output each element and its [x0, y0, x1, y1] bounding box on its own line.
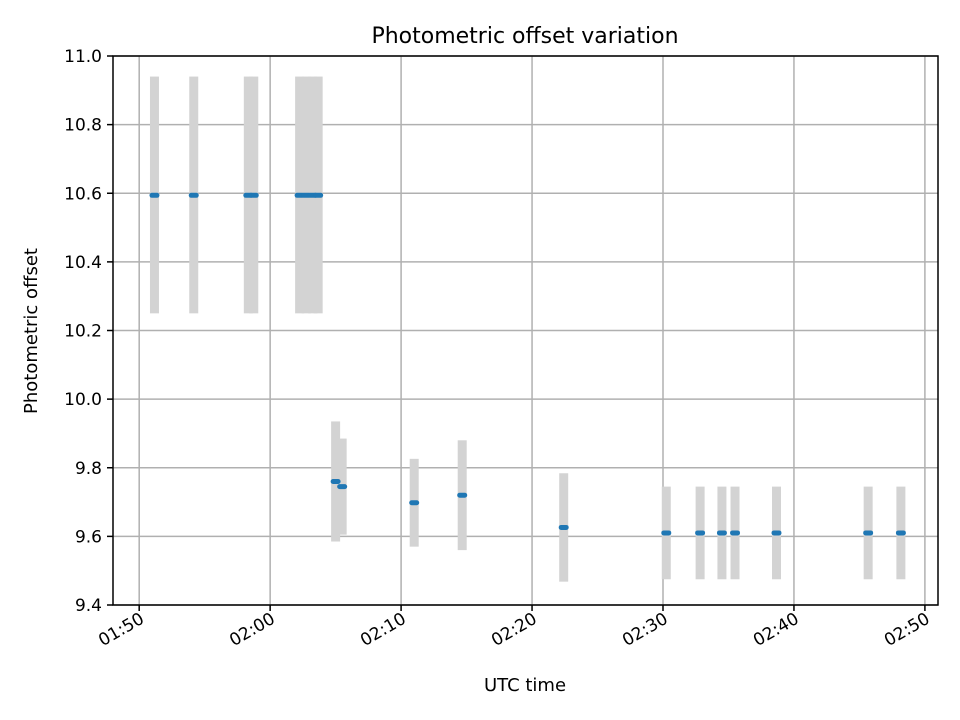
x-tick-label: 02:20 [488, 609, 540, 651]
x-tick-label: 02:00 [226, 609, 278, 651]
data-point [771, 530, 782, 536]
data-point [661, 530, 672, 536]
x-tick-label: 02:40 [750, 609, 802, 651]
y-tick-label: 10.4 [64, 253, 102, 273]
data-point [313, 192, 324, 198]
y-tick-label: 9.8 [75, 459, 102, 479]
x-tick-label: 01:50 [95, 609, 147, 651]
x-tick-label: 02:10 [357, 609, 409, 651]
data-points [149, 192, 906, 536]
data-point [188, 192, 199, 198]
data-point [149, 192, 160, 198]
error-bars [149, 76, 906, 582]
x-tick-label: 02:50 [881, 609, 933, 651]
y-tick-label: 10.2 [64, 322, 102, 342]
data-point [558, 524, 569, 530]
data-point [330, 478, 341, 484]
x-axis-label: UTC time [484, 675, 566, 696]
data-point [863, 530, 874, 536]
data-point [457, 492, 468, 498]
data-point [248, 192, 259, 198]
data-point [409, 500, 420, 506]
data-point [716, 530, 727, 536]
x-tick-label: 02:30 [619, 609, 671, 651]
grid [113, 55, 938, 606]
data-point [730, 530, 741, 536]
data-point [695, 530, 706, 536]
y-tick-label: 9.4 [75, 596, 102, 616]
y-tick-label: 9.6 [75, 527, 102, 547]
data-point [337, 484, 348, 490]
data-point [895, 530, 906, 536]
y-tick-label: 10.8 [64, 116, 102, 136]
y-tick-label: 10.6 [64, 184, 102, 204]
y-tick-label: 10.0 [64, 390, 102, 410]
y-tick-label: 11.0 [64, 47, 102, 67]
y-axis-label: Photometric offset [21, 248, 42, 414]
chart-title: Photometric offset variation [371, 24, 678, 49]
